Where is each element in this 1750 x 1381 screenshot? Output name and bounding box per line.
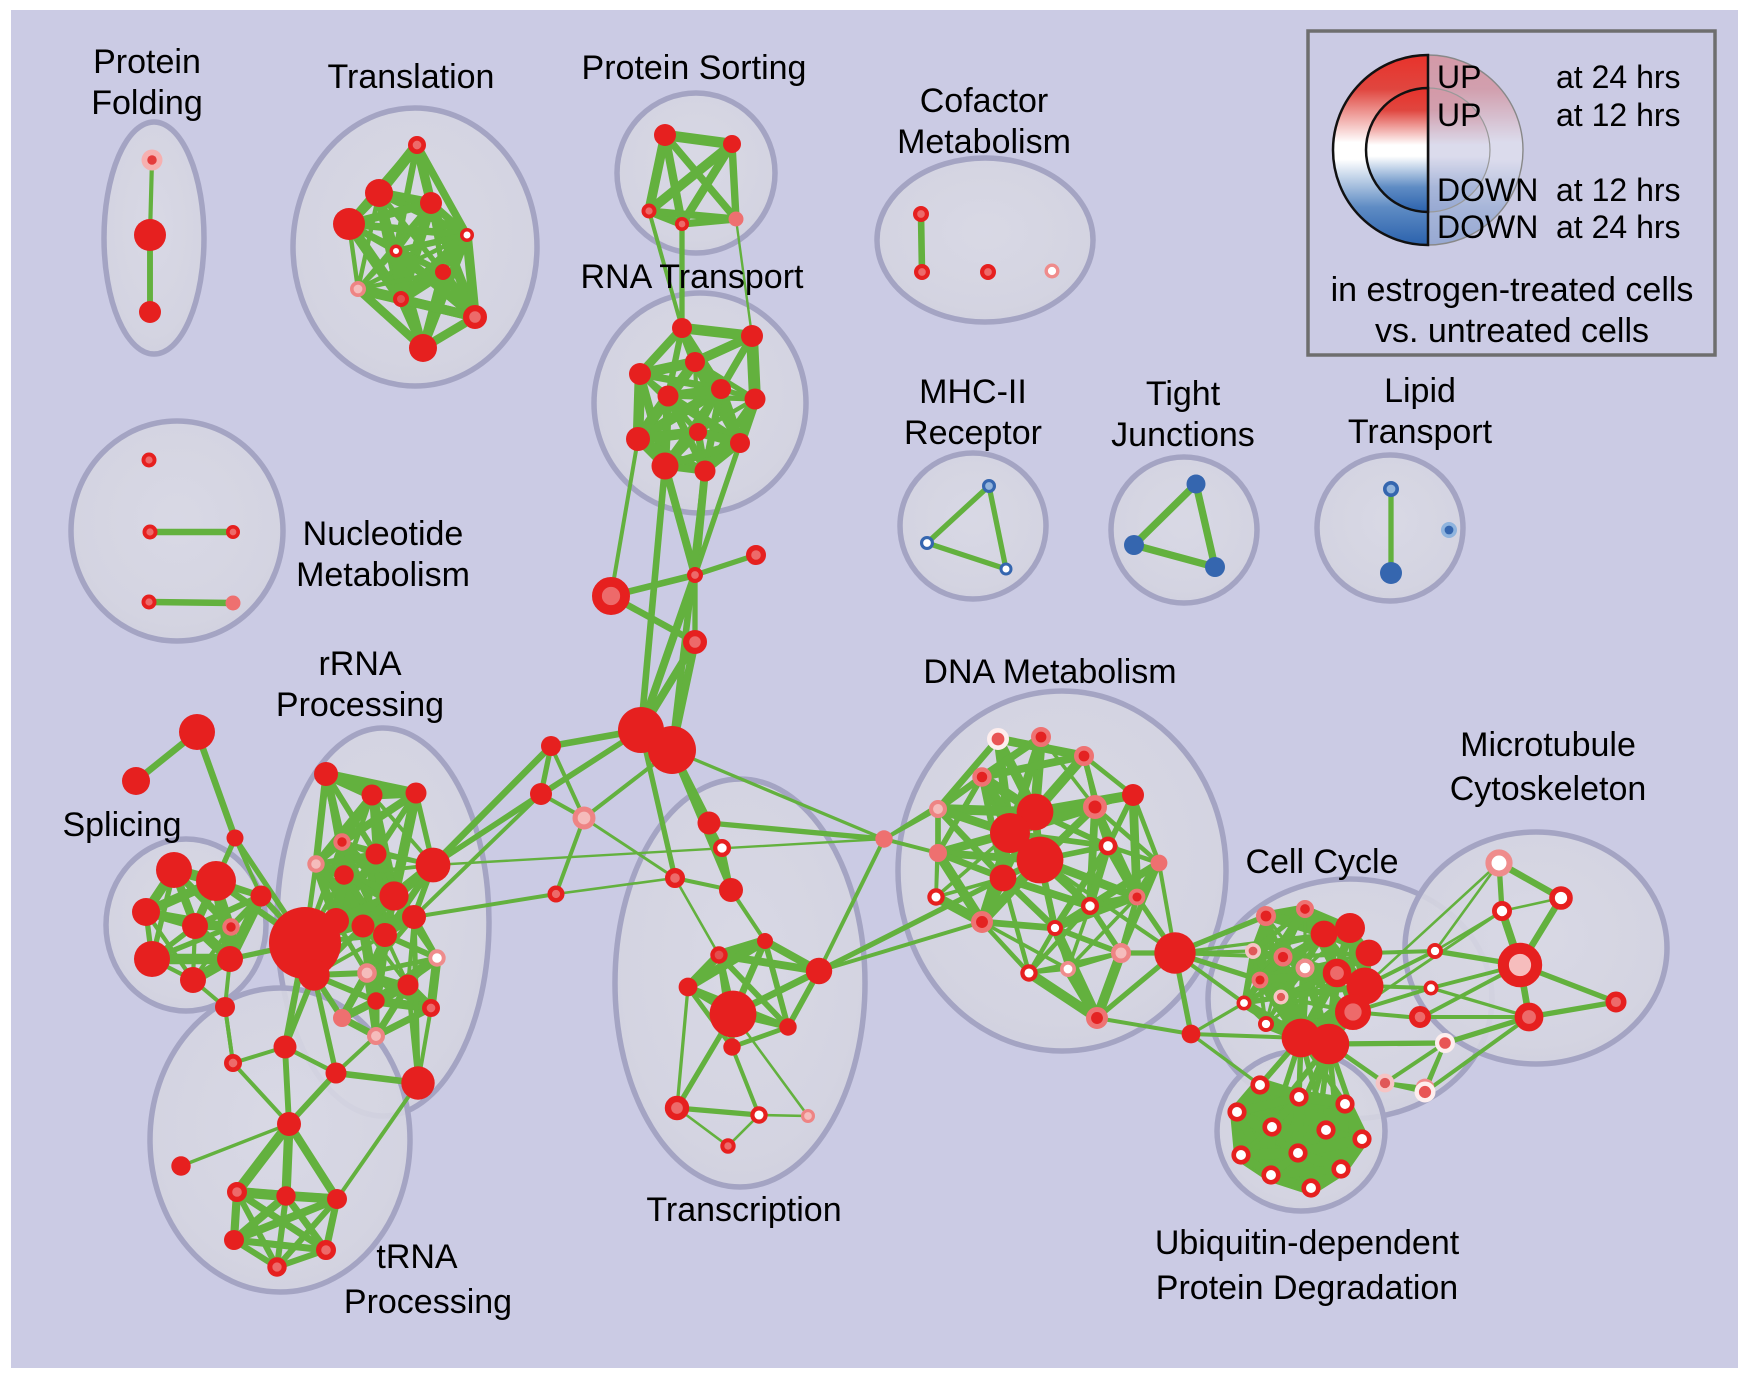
svg-text:Ubiquitin-dependent: Ubiquitin-dependent xyxy=(1155,1224,1460,1262)
svg-text:Splicing: Splicing xyxy=(62,806,181,844)
svg-text:UP: UP xyxy=(1437,97,1481,133)
svg-text:Processing: Processing xyxy=(344,1283,512,1321)
svg-text:Folding: Folding xyxy=(91,84,203,122)
svg-text:MHC-II: MHC-II xyxy=(919,373,1027,411)
svg-text:Junctions: Junctions xyxy=(1111,416,1255,454)
svg-text:at 24 hrs: at 24 hrs xyxy=(1556,209,1681,245)
svg-text:Cofactor: Cofactor xyxy=(920,82,1049,120)
svg-text:at 24 hrs: at 24 hrs xyxy=(1556,59,1681,95)
svg-text:Microtubule: Microtubule xyxy=(1460,726,1636,764)
svg-text:UP: UP xyxy=(1437,59,1481,95)
svg-text:Protein: Protein xyxy=(93,43,201,81)
svg-text:RNA Transport: RNA Transport xyxy=(581,258,805,296)
svg-text:Tight: Tight xyxy=(1146,375,1221,413)
svg-text:Receptor: Receptor xyxy=(904,414,1042,452)
svg-text:Cytoskeleton: Cytoskeleton xyxy=(1450,770,1647,808)
svg-text:Translation: Translation xyxy=(328,58,495,96)
svg-text:at 12 hrs: at 12 hrs xyxy=(1556,97,1681,133)
svg-text:Transport: Transport xyxy=(1348,413,1493,451)
svg-text:in estrogen-treated cells: in estrogen-treated cells xyxy=(1331,271,1694,309)
svg-text:Metabolism: Metabolism xyxy=(897,123,1071,161)
svg-text:rRNA: rRNA xyxy=(318,645,401,683)
svg-text:tRNA: tRNA xyxy=(376,1238,458,1276)
svg-text:vs. untreated cells: vs. untreated cells xyxy=(1375,312,1649,350)
svg-text:Processing: Processing xyxy=(276,686,444,724)
svg-text:at 12 hrs: at 12 hrs xyxy=(1556,172,1681,208)
svg-text:Cell Cycle: Cell Cycle xyxy=(1245,843,1398,881)
svg-text:DOWN: DOWN xyxy=(1437,172,1538,208)
svg-text:Transcription: Transcription xyxy=(646,1191,841,1229)
svg-text:DNA Metabolism: DNA Metabolism xyxy=(923,653,1176,691)
svg-text:DOWN: DOWN xyxy=(1437,209,1538,245)
svg-text:Metabolism: Metabolism xyxy=(296,556,470,594)
svg-text:Lipid: Lipid xyxy=(1384,372,1456,410)
svg-text:Nucleotide: Nucleotide xyxy=(303,515,464,553)
svg-text:Protein Sorting: Protein Sorting xyxy=(582,49,807,87)
svg-text:Protein Degradation: Protein Degradation xyxy=(1156,1269,1458,1307)
